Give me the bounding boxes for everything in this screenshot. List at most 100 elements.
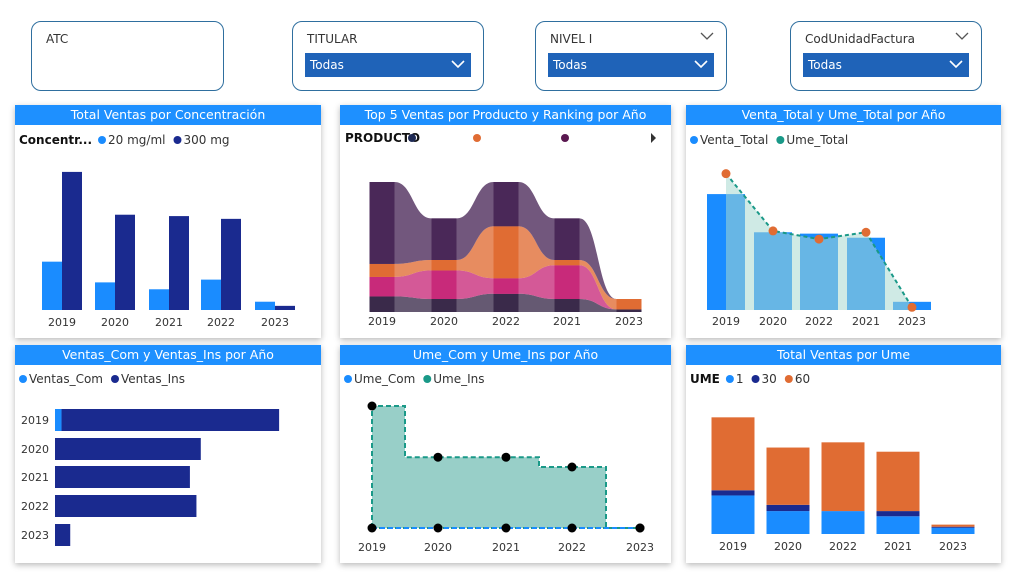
chart-title: Total Ventas por Ume: [686, 345, 1001, 365]
x-tick-label: 2021: [553, 315, 581, 328]
chart-card-ume-com-ins[interactable]: Ume_Com y Ume_Ins por Año Ume_Com Ume_Ins…: [340, 345, 671, 563]
chart-ume[interactable]: UME 1 30 60 2019 2020 2022 2021 2023: [686, 365, 1001, 563]
chevron-down-icon: [949, 60, 963, 69]
ribbon-bar: [369, 276, 395, 297]
bar: [766, 447, 810, 505]
ribbon-bar: [493, 182, 519, 227]
data-point: [433, 452, 443, 462]
legend-marker: [690, 136, 698, 144]
ribbon-bar: [554, 265, 580, 299]
legend-item: Venta_Total: [700, 133, 768, 147]
x-tick-label: 2022: [829, 540, 857, 553]
x-tick-label: 2019: [48, 316, 76, 329]
legend-marker: [725, 375, 734, 383]
y-tick-label: 2022: [21, 500, 49, 513]
bar: [255, 301, 275, 310]
bar: [55, 409, 62, 431]
legend-marker: [408, 134, 416, 142]
data-point: [501, 523, 511, 533]
chevron-down-icon[interactable]: [700, 31, 714, 41]
bar: [169, 216, 189, 310]
codunidad-dropdown[interactable]: Todas: [803, 53, 969, 77]
bar: [821, 511, 865, 534]
slicer-title: TITULAR: [307, 32, 358, 46]
legend-title: PRODUCTO: [345, 131, 420, 145]
legend-marker: [111, 375, 119, 383]
bar: [711, 490, 755, 496]
chart-com-ins[interactable]: Ventas_Com Ventas_Ins 2019 2020 2021 2022 2023: [15, 365, 321, 563]
slicer-codunidad[interactable]: CodUnidadFactura Todas: [790, 21, 982, 91]
legend-item: Ventas_Com: [29, 372, 103, 386]
titular-dropdown[interactable]: Todas: [305, 53, 471, 77]
legend-marker: [423, 375, 432, 383]
bar: [821, 442, 865, 512]
chart-ume-com-ins[interactable]: Ume_Com Ume_Ins 2019 2020 2021 2022 2023: [340, 365, 671, 563]
legend-marker: [473, 134, 481, 142]
slicer-atc[interactable]: ATC: [31, 21, 224, 91]
bar: [876, 516, 920, 534]
data-point: [907, 302, 917, 312]
ribbon-bar: [554, 218, 580, 260]
data-point: [367, 523, 377, 533]
chart-card-top5[interactable]: Top 5 Ventas por Producto y Ranking por …: [340, 105, 671, 338]
area: [371, 405, 640, 529]
chart-concentracion[interactable]: Concentr... 20 mg/ml 300 mg 2019 2020 2021 202…: [15, 125, 321, 338]
chevron-down-icon[interactable]: [955, 31, 969, 41]
ribbon-bar: [431, 218, 457, 260]
x-tick-label: 2020: [101, 316, 129, 329]
y-tick-label: 2021: [21, 471, 49, 484]
data-point: [433, 523, 443, 533]
ribbon-bar: [554, 260, 580, 266]
bar: [275, 305, 295, 310]
legend-item: 1: [736, 372, 744, 386]
bar: [766, 511, 810, 534]
slicer-title: NIVEL I: [550, 32, 593, 46]
chart-top5[interactable]: PRODUCTO 2019 2020 2022 2021 2023: [340, 125, 671, 338]
bar: [876, 511, 920, 517]
x-tick-label: 2020: [774, 540, 802, 553]
legend-item: Ventas_Ins: [121, 372, 185, 386]
chevron-down-icon: [451, 60, 465, 69]
dropdown-value: Todas: [553, 58, 587, 72]
x-tick-label: 2019: [358, 541, 386, 554]
chart-card-concentracion[interactable]: Total Ventas por Concentración Concentr.…: [15, 105, 321, 338]
chart-card-ume[interactable]: Total Ventas por Ume UME 1 30 60 2019 2020 202…: [686, 345, 1001, 563]
slicer-nivel[interactable]: NIVEL I Todas: [535, 21, 727, 91]
x-tick-label: 2023: [626, 541, 654, 554]
chart-title: Top 5 Ventas por Producto y Ranking por …: [340, 105, 671, 125]
data-point: [567, 462, 577, 472]
chart-title: Ume_Com y Ume_Ins por Año: [340, 345, 671, 365]
x-tick-label: 2022: [492, 315, 520, 328]
x-tick-label: 2023: [615, 315, 643, 328]
bar: [931, 526, 975, 528]
legend-marker: [19, 375, 27, 383]
x-tick-label: 2022: [805, 315, 833, 328]
x-tick-label: 2020: [430, 315, 458, 328]
y-tick-label: 2019: [21, 414, 49, 427]
nivel-dropdown[interactable]: Todas: [548, 53, 714, 77]
legend-item: Ume_Ins: [433, 372, 484, 386]
x-tick-label: 2021: [852, 315, 880, 328]
ribbon-bar: [616, 299, 642, 310]
chart-venta-ume[interactable]: Venta_Total Ume_Total 2019 2020 2022 2021 2023: [686, 125, 1001, 338]
legend-title: Concentr...: [19, 133, 92, 147]
dropdown-value: Todas: [310, 58, 344, 72]
legend-marker: [98, 136, 107, 144]
legend-marker: [344, 375, 352, 383]
x-tick-label: 2021: [492, 541, 520, 554]
ribbon-bar: [431, 260, 457, 271]
ribbon-bar: [554, 299, 580, 312]
slicer-titular[interactable]: TITULAR Todas: [292, 21, 484, 91]
bar: [876, 451, 920, 512]
bar: [95, 282, 115, 310]
data-point: [367, 401, 377, 411]
chart-card-com-ins[interactable]: Ventas_Com y Ventas_Ins por Año Ventas_C…: [15, 345, 321, 563]
chart-card-venta-ume[interactable]: Venta_Total y Ume_Total por Año Venta_To…: [686, 105, 1001, 338]
chevron-down-icon: [694, 60, 708, 69]
y-tick-label: 2023: [21, 529, 49, 542]
legend-title: UME: [690, 372, 720, 386]
x-tick-label: 2019: [719, 540, 747, 553]
x-tick-label: 2021: [884, 540, 912, 553]
x-tick-label: 2019: [368, 315, 396, 328]
